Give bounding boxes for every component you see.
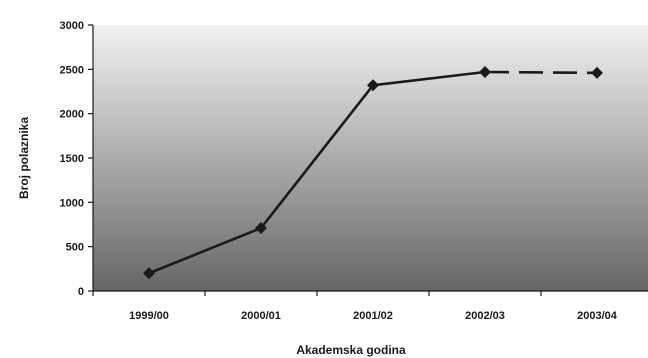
series-line-dashed: [484, 70, 598, 75]
data-point-marker: [143, 267, 155, 280]
x-tick-label: 2000/01: [241, 310, 281, 322]
x-tick-label: 2002/03: [465, 310, 505, 322]
y-tick-label: 1000: [60, 197, 84, 209]
y-tick-label: 500: [66, 242, 84, 254]
data-point-marker: [591, 66, 603, 79]
plot-area: [93, 25, 648, 291]
y-tick-label: 3000: [60, 20, 84, 32]
y-axis-title: Broj polaznika: [17, 117, 31, 199]
x-tick-label: 1999/00: [129, 310, 169, 322]
data-point-marker: [479, 65, 491, 78]
x-tick-label: 2001/02: [353, 310, 393, 322]
data-point-marker: [255, 222, 267, 235]
x-tick-label: 2003/04: [577, 310, 618, 322]
y-tick-label: 0: [78, 286, 84, 298]
x-axis-title: Akademska godina: [296, 343, 406, 357]
series-line-solid: [148, 70, 486, 275]
y-tick-label: 2500: [60, 64, 84, 76]
y-tick-label: 2000: [60, 109, 84, 121]
y-tick-label: 1500: [60, 153, 84, 165]
data-point-marker: [367, 79, 379, 92]
